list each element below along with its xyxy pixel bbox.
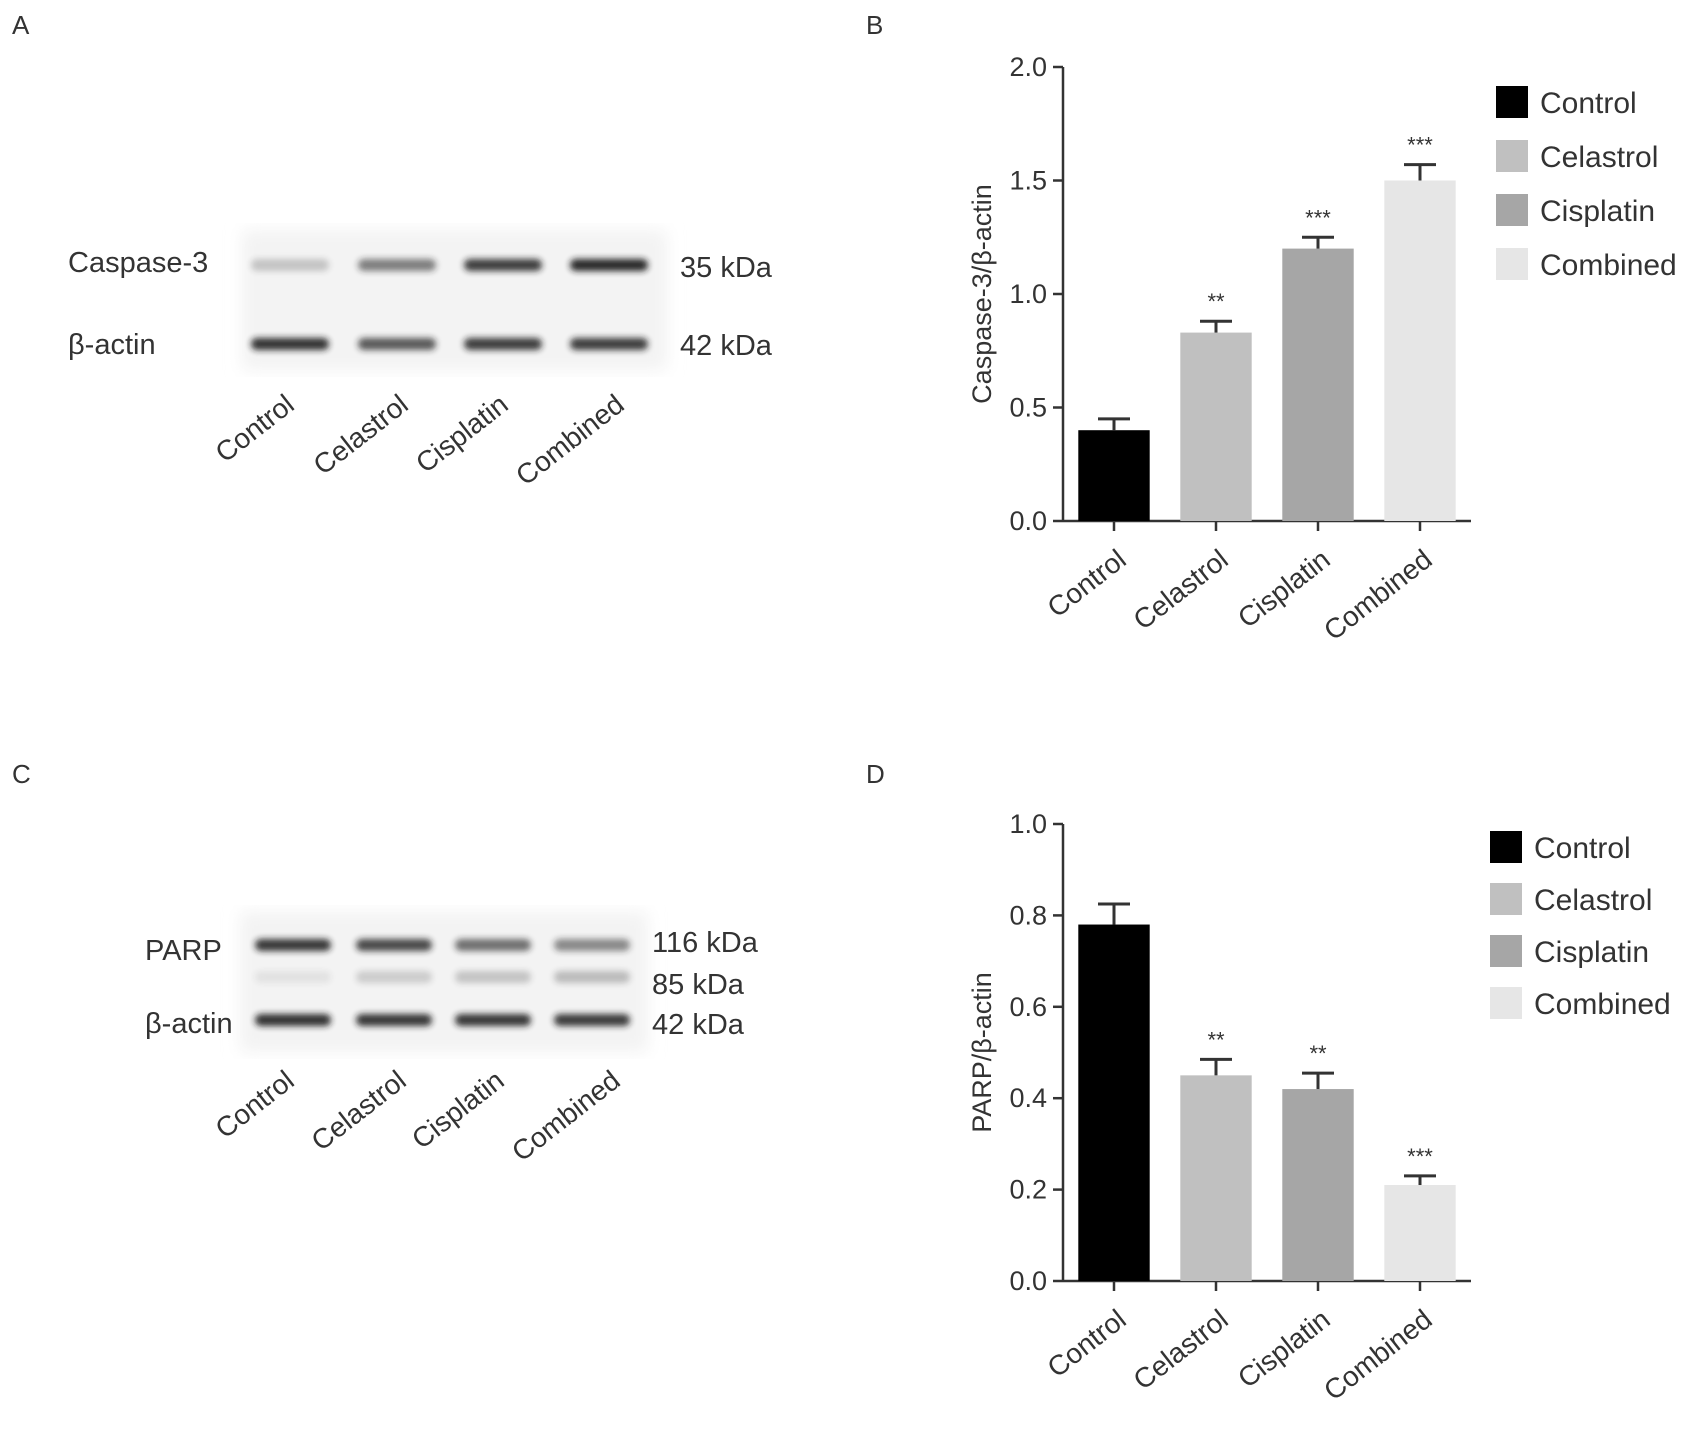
significance-label: ** <box>1207 289 1225 314</box>
x-tick-label: Control <box>1041 1303 1131 1383</box>
legend-swatch <box>1490 831 1522 863</box>
legend-label: Combined <box>1540 249 1677 282</box>
bar-control <box>1078 924 1150 1281</box>
y-tick-label: 0.0 <box>1009 506 1047 536</box>
legend-swatch <box>1490 883 1522 915</box>
significance-label: *** <box>1305 205 1331 230</box>
y-tick-label: 0.4 <box>1009 1083 1047 1113</box>
blot-panel-c: PARP β-actin 116 kDa 85 kDa 42 kDa Contr… <box>145 912 759 1167</box>
blot-a-lane-label: Celastrol <box>308 388 414 480</box>
significance-label: ** <box>1309 1041 1327 1066</box>
y-tick-label: 1.0 <box>1009 809 1047 839</box>
y-tick-label: 0.5 <box>1009 393 1047 423</box>
blot-c-lane-label: Cisplatin <box>406 1064 510 1155</box>
blot-band <box>570 259 648 271</box>
legend-swatch <box>1496 140 1528 172</box>
bar-control <box>1078 430 1150 521</box>
y-tick-label: 0.2 <box>1009 1175 1047 1205</box>
blot-c-mw-85: 85 kDa <box>652 969 745 1001</box>
blot-band <box>356 939 432 951</box>
x-tick-label: Celastrol <box>1128 1303 1234 1395</box>
legend-swatch <box>1496 194 1528 226</box>
bar-celastrol <box>1180 332 1252 521</box>
blot-c-lane-label: Control <box>209 1064 299 1144</box>
blot-a-bands <box>251 259 648 350</box>
blot-band <box>251 259 329 271</box>
blot-a-mw-caspase3: 35 kDa <box>680 252 773 284</box>
y-tick-label: 0.0 <box>1009 1266 1047 1296</box>
blot-band <box>358 338 436 350</box>
blot-a-lane-label: Combined <box>510 388 630 491</box>
y-tick-label: 1.5 <box>1009 166 1047 196</box>
legend-swatch <box>1490 987 1522 1019</box>
bar-cisplatin <box>1282 1089 1354 1281</box>
y-tick-label: 1.0 <box>1009 279 1047 309</box>
x-tick-label: Combined <box>1318 1303 1438 1406</box>
y-tick-label: 0.6 <box>1009 992 1047 1022</box>
legend-label: Celastrol <box>1540 141 1658 174</box>
legend-swatch <box>1496 86 1528 118</box>
blot-band <box>356 971 432 983</box>
blot-band <box>554 939 630 951</box>
legend-label: Combined <box>1534 988 1671 1021</box>
bar-combined <box>1384 1185 1456 1281</box>
blot-c-lane-label: Celastrol <box>306 1064 412 1156</box>
blot-a-protein-actin: β-actin <box>68 329 156 361</box>
bar-cisplatin <box>1282 248 1354 521</box>
blot-c-bands <box>255 939 630 1026</box>
blot-c-mw-116: 116 kDa <box>652 927 759 959</box>
bar-celastrol <box>1180 1075 1252 1281</box>
blot-a-lane-label: Cisplatin <box>410 388 514 479</box>
y-axis-title: Caspase-3/β-actin <box>967 184 997 404</box>
panel-letter-d: D <box>866 759 885 789</box>
blot-band <box>255 939 331 951</box>
blot-band <box>251 338 329 350</box>
blot-c-lane-label: Combined <box>506 1064 626 1167</box>
panel-letter-a: A <box>12 10 30 40</box>
blot-band <box>255 971 331 983</box>
significance-label: *** <box>1407 133 1433 158</box>
significance-label: *** <box>1407 1144 1433 1169</box>
blot-band <box>554 971 630 983</box>
significance-label: ** <box>1207 1027 1225 1052</box>
legend-swatch <box>1496 248 1528 280</box>
x-tick-label: Combined <box>1318 543 1438 646</box>
panel-letter-b: B <box>866 10 883 40</box>
x-tick-label: Control <box>1041 543 1131 623</box>
legend-swatch <box>1490 935 1522 967</box>
blot-panel-a: Caspase-3 β-actin 35 kDa 42 kDa Control … <box>68 230 773 491</box>
blot-c-protein-parp: PARP <box>145 935 222 967</box>
y-tick-label: 2.0 <box>1009 52 1047 82</box>
blot-band <box>358 259 436 271</box>
blot-a-protein-caspase3: Caspase-3 <box>68 247 208 279</box>
blot-a-mw-actin: 42 kDa <box>680 330 773 362</box>
blot-band <box>464 338 542 350</box>
x-tick-label: Celastrol <box>1128 543 1234 635</box>
y-axis-title: PARP/β-actin <box>967 972 997 1133</box>
blot-c-protein-actin: β-actin <box>145 1008 233 1040</box>
y-tick-label: 0.8 <box>1009 900 1047 930</box>
blot-band <box>356 1014 432 1026</box>
legend-label: Cisplatin <box>1540 195 1655 228</box>
blot-band <box>255 1014 331 1026</box>
blot-a-lane-label: Control <box>209 388 299 468</box>
bar-combined <box>1384 180 1456 521</box>
legend-label: Cisplatin <box>1534 936 1649 969</box>
blot-band <box>464 259 542 271</box>
legend-label: Control <box>1534 832 1631 865</box>
blot-band <box>455 971 531 983</box>
blot-band <box>570 338 648 350</box>
bar-chart-caspase3: 0.0 0.5 1.0 1.5 2.0 Caspase-3/β-actin Control *… <box>967 52 1677 646</box>
blot-band <box>455 1014 531 1026</box>
bar-chart-parp: 0.0 0.2 0.4 0.6 0.8 1.0 PARP/β-actin Control ** C… <box>967 809 1671 1406</box>
legend-label: Control <box>1540 87 1637 120</box>
blot-band <box>455 939 531 951</box>
panel-letter-c: C <box>12 759 31 789</box>
blot-c-mw-actin: 42 kDa <box>652 1009 745 1041</box>
blot-band <box>554 1014 630 1026</box>
legend-label: Celastrol <box>1534 884 1652 917</box>
